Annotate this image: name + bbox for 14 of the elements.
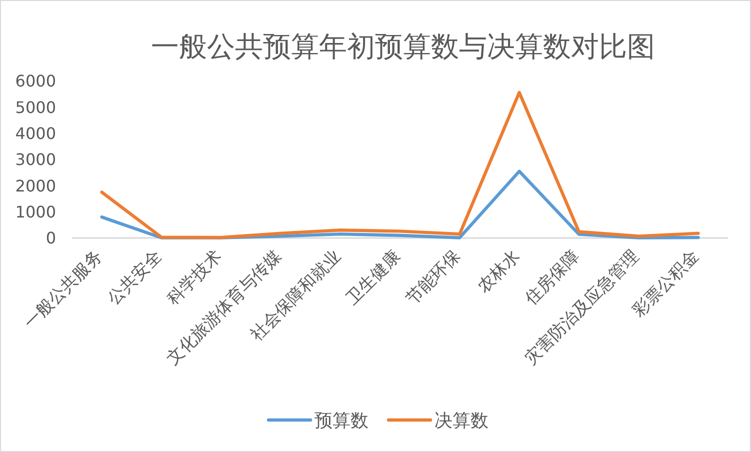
y-tick-label: 1000 xyxy=(15,202,56,222)
y-tick-label: 2000 xyxy=(15,176,56,196)
y-tick-label: 4000 xyxy=(15,124,56,143)
x-tick-label: 节能环保 xyxy=(402,246,464,309)
y-tick-label: 5000 xyxy=(15,98,56,117)
line-series xyxy=(100,90,700,240)
chart-title: 一般公共预算年初预算数与决算数对比图 xyxy=(151,30,655,63)
x-tick-label: 农林水 xyxy=(474,246,524,297)
legend-label: 预算数 xyxy=(314,410,368,432)
y-tick-label: 0 xyxy=(46,228,56,248)
y-tick-label: 6000 xyxy=(15,72,56,91)
y-tick-label: 3000 xyxy=(15,150,56,170)
x-tick-label: 卫生健康 xyxy=(342,246,405,309)
legend-label: 决算数 xyxy=(434,410,488,432)
